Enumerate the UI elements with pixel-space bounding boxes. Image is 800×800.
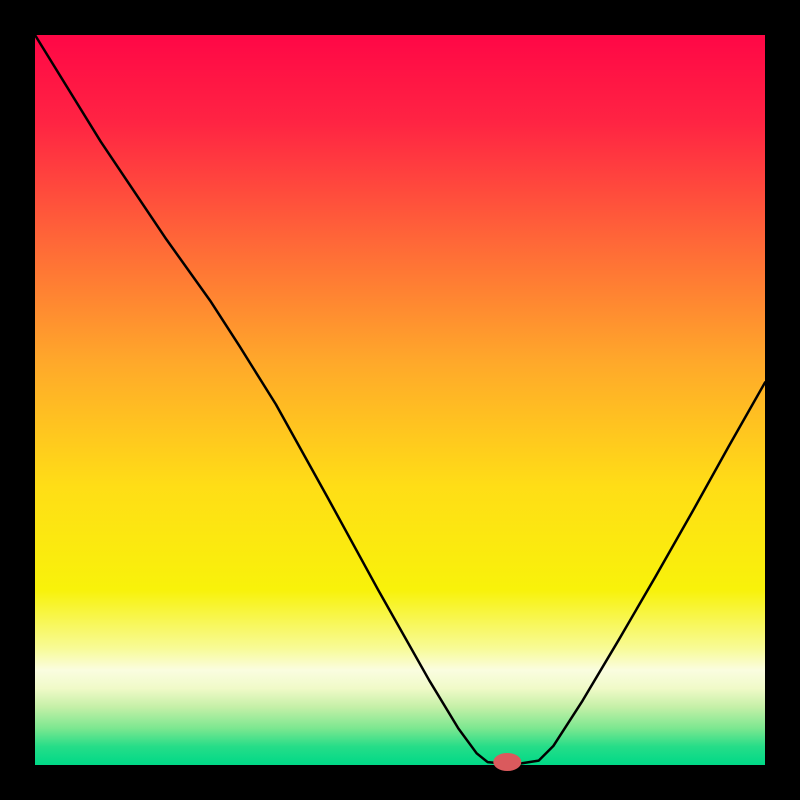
chart-background bbox=[35, 35, 765, 765]
optimal-marker bbox=[493, 753, 521, 771]
bottleneck-chart: TheBottleneck.com bbox=[0, 0, 800, 800]
chart-svg bbox=[0, 0, 800, 800]
